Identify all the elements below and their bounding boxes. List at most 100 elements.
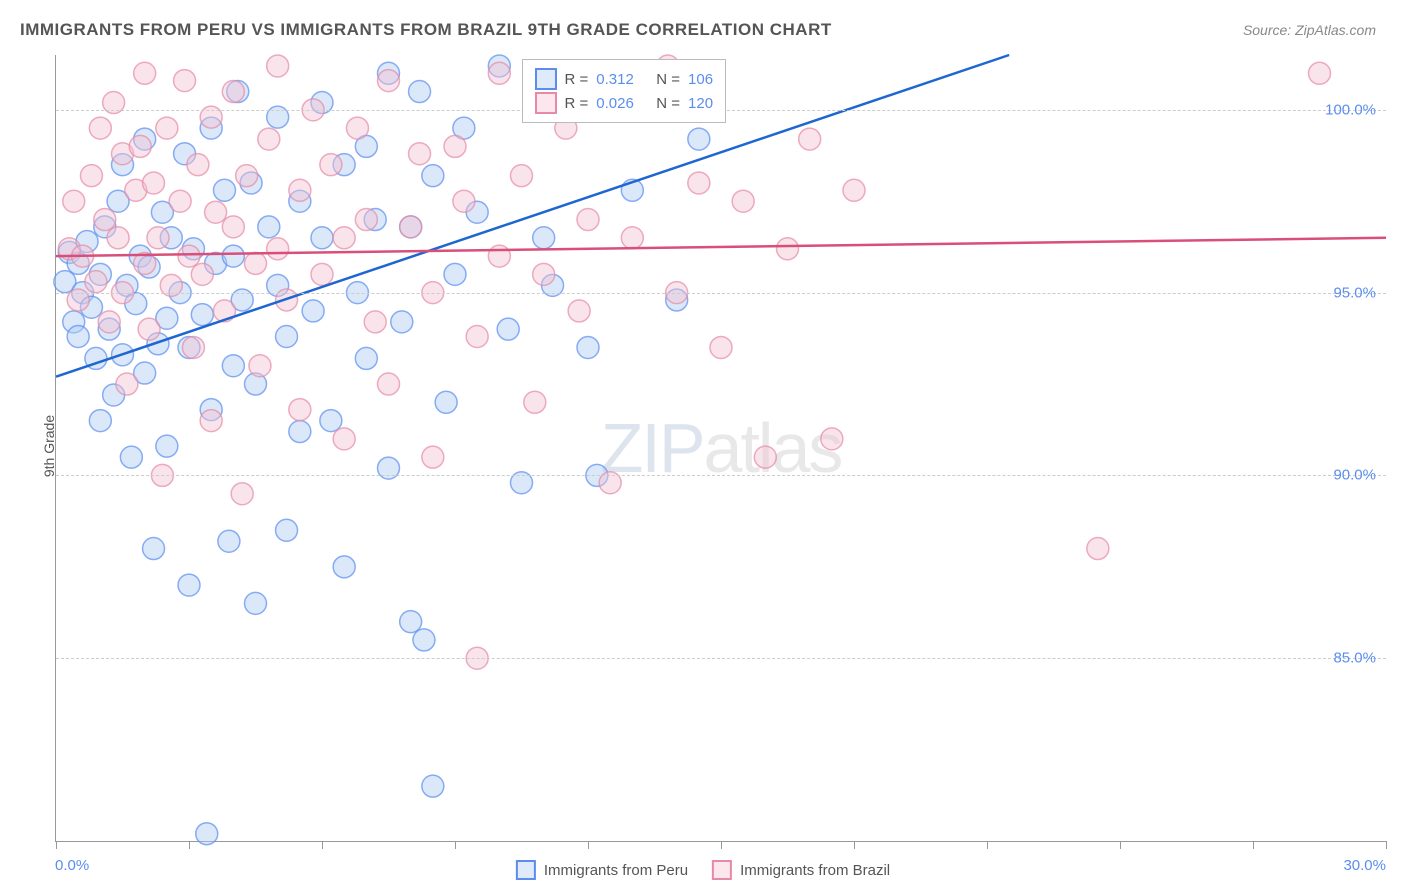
- scatter-point: [355, 209, 377, 231]
- r-value: 0.312: [596, 71, 648, 88]
- scatter-point: [444, 135, 466, 157]
- ytick-label: 85.0%: [1333, 650, 1376, 667]
- scatter-point: [289, 421, 311, 443]
- scatter-point: [245, 592, 267, 614]
- scatter-point: [85, 271, 107, 293]
- r-label: R =: [565, 95, 589, 112]
- scatter-point: [156, 435, 178, 457]
- legend-swatch: [535, 68, 557, 90]
- gridline: [56, 658, 1386, 659]
- ytick-label: 90.0%: [1333, 467, 1376, 484]
- plot-area: ZIPatlas R =0.312N =106R =0.026N =120 85…: [55, 55, 1386, 842]
- xtick: [56, 841, 57, 849]
- scatter-point: [178, 574, 200, 596]
- scatter-point: [533, 263, 555, 285]
- scatter-point: [222, 81, 244, 103]
- scatter-point: [231, 483, 253, 505]
- legend-swatch-brazil: [712, 860, 732, 880]
- scatter-point: [1087, 538, 1109, 560]
- scatter-point: [289, 399, 311, 421]
- scatter-point: [222, 245, 244, 267]
- scatter-point: [378, 70, 400, 92]
- xtick: [721, 841, 722, 849]
- ytick-label: 95.0%: [1333, 284, 1376, 301]
- scatter-point: [302, 300, 324, 322]
- scatter-point: [178, 245, 200, 267]
- xtick: [588, 841, 589, 849]
- scatter-point: [213, 179, 235, 201]
- scatter-point: [107, 227, 129, 249]
- scatter-point: [422, 775, 444, 797]
- scatter-point: [621, 227, 643, 249]
- scatter-point: [138, 318, 160, 340]
- scatter-point: [169, 190, 191, 212]
- n-value: 120: [688, 95, 713, 112]
- scatter-point: [346, 117, 368, 139]
- scatter-point: [89, 410, 111, 432]
- xtick: [455, 841, 456, 849]
- scatter-point: [488, 62, 510, 84]
- scatter-point: [89, 117, 111, 139]
- scatter-point: [222, 355, 244, 377]
- scatter-point: [466, 325, 488, 347]
- scatter-point: [236, 165, 258, 187]
- scatter-point: [422, 446, 444, 468]
- scatter-point: [267, 238, 289, 260]
- n-label: N =: [656, 71, 680, 88]
- scatter-point: [276, 325, 298, 347]
- xtick: [854, 841, 855, 849]
- scatter-point: [577, 209, 599, 231]
- xtick: [1386, 841, 1387, 849]
- scatter-point: [320, 410, 342, 432]
- scatter-point: [320, 154, 342, 176]
- scatter-point: [1309, 62, 1331, 84]
- scatter-point: [355, 347, 377, 369]
- x-max-label: 30.0%: [1343, 857, 1386, 874]
- scatter-point: [174, 70, 196, 92]
- scatter-point: [409, 81, 431, 103]
- source-attr: Source: ZipAtlas.com: [1243, 22, 1376, 38]
- trend-line: [56, 238, 1386, 256]
- scatter-point: [249, 355, 271, 377]
- scatter-point: [63, 190, 85, 212]
- scatter-point: [821, 428, 843, 450]
- scatter-point: [413, 629, 435, 651]
- scatter-svg: [56, 55, 1386, 841]
- scatter-point: [799, 128, 821, 150]
- scatter-point: [191, 304, 213, 326]
- scatter-point: [205, 201, 227, 223]
- scatter-point: [289, 179, 311, 201]
- scatter-point: [333, 227, 355, 249]
- scatter-point: [267, 55, 289, 77]
- legend-swatch: [535, 92, 557, 114]
- scatter-point: [333, 428, 355, 450]
- n-label: N =: [656, 95, 680, 112]
- scatter-point: [435, 391, 457, 413]
- scatter-point: [333, 556, 355, 578]
- scatter-point: [143, 172, 165, 194]
- scatter-point: [444, 263, 466, 285]
- scatter-point: [120, 446, 142, 468]
- scatter-point: [488, 245, 510, 267]
- legend-stats: R =0.312N =106R =0.026N =120: [522, 59, 727, 123]
- ytick-label: 100.0%: [1325, 101, 1376, 118]
- xtick: [987, 841, 988, 849]
- scatter-point: [422, 165, 444, 187]
- r-label: R =: [565, 71, 589, 88]
- scatter-point: [98, 311, 120, 333]
- scatter-point: [511, 165, 533, 187]
- legend-stats-row: R =0.026N =120: [535, 92, 714, 114]
- scatter-point: [577, 336, 599, 358]
- scatter-point: [134, 62, 156, 84]
- scatter-point: [222, 216, 244, 238]
- scatter-point: [67, 325, 89, 347]
- gridline: [56, 293, 1386, 294]
- scatter-point: [378, 373, 400, 395]
- scatter-point: [218, 530, 240, 552]
- scatter-point: [391, 311, 413, 333]
- scatter-point: [453, 190, 475, 212]
- scatter-point: [524, 391, 546, 413]
- scatter-point: [400, 216, 422, 238]
- chart-title: IMMIGRANTS FROM PERU VS IMMIGRANTS FROM …: [20, 20, 832, 40]
- legend-label-peru: Immigrants from Peru: [544, 862, 688, 879]
